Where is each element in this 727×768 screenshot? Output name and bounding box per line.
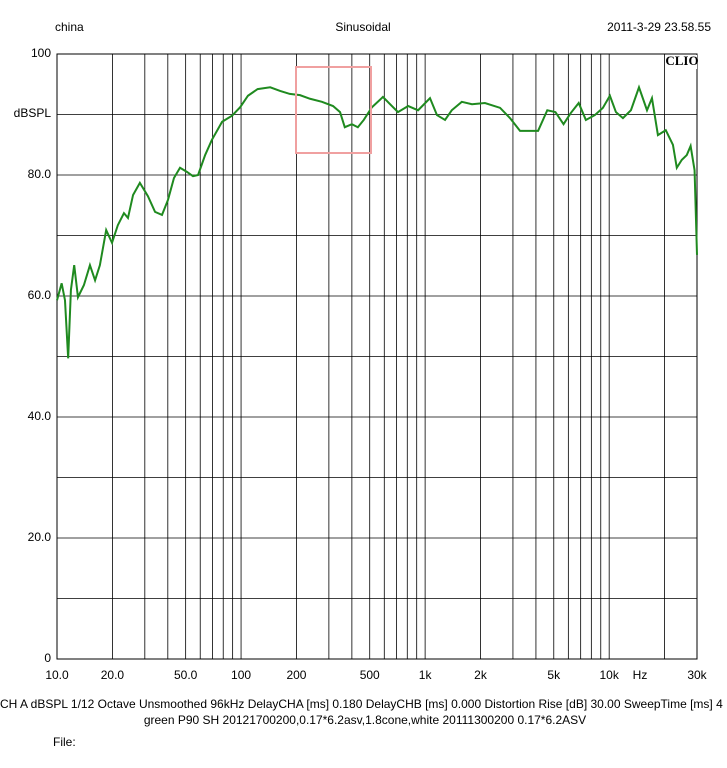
x-tick-label: 100 bbox=[231, 668, 251, 682]
watermark: CLIO bbox=[665, 53, 698, 68]
data-line bbox=[56, 84, 698, 359]
header-right: 2011-3-29 23.58.55 bbox=[607, 20, 711, 34]
y-tick-label: 80.0 bbox=[28, 167, 52, 181]
x-tick-label: 200 bbox=[286, 668, 306, 682]
x-tick-label: 30k bbox=[687, 668, 707, 682]
footer-line: File: bbox=[53, 735, 76, 749]
y-axis-label: dBSPL bbox=[14, 106, 52, 120]
chart-title: Sinusoidal bbox=[335, 20, 390, 34]
y-tick-label: 0 bbox=[44, 651, 51, 665]
x-tick-label: 1k bbox=[419, 668, 433, 682]
footer-line: green P90 SH 20121700200,0.17*6.2asv,1.8… bbox=[144, 713, 586, 727]
highlight-box bbox=[295, 66, 372, 154]
y-tick-label: 60.0 bbox=[28, 288, 52, 302]
y-tick-label: 20.0 bbox=[28, 530, 52, 544]
x-tick-label: 20.0 bbox=[101, 668, 125, 682]
x-axis-label: Hz bbox=[633, 668, 648, 682]
footer-line: CH A dBSPL 1/12 Octave Unsmoothed 96kHz … bbox=[0, 697, 723, 711]
x-tick-label: 2k bbox=[474, 668, 488, 682]
watermark-bg bbox=[666, 55, 697, 69]
y-tick-label: 40.0 bbox=[28, 409, 52, 423]
header-left: china bbox=[55, 20, 84, 34]
y-tick-label: 100 bbox=[31, 46, 51, 60]
x-tick-label: 10k bbox=[600, 668, 620, 682]
x-tick-label: 5k bbox=[547, 668, 561, 682]
x-tick-label: 10.0 bbox=[45, 668, 69, 682]
x-tick-label: 500 bbox=[360, 668, 380, 682]
x-tick-label: 50.0 bbox=[174, 668, 198, 682]
